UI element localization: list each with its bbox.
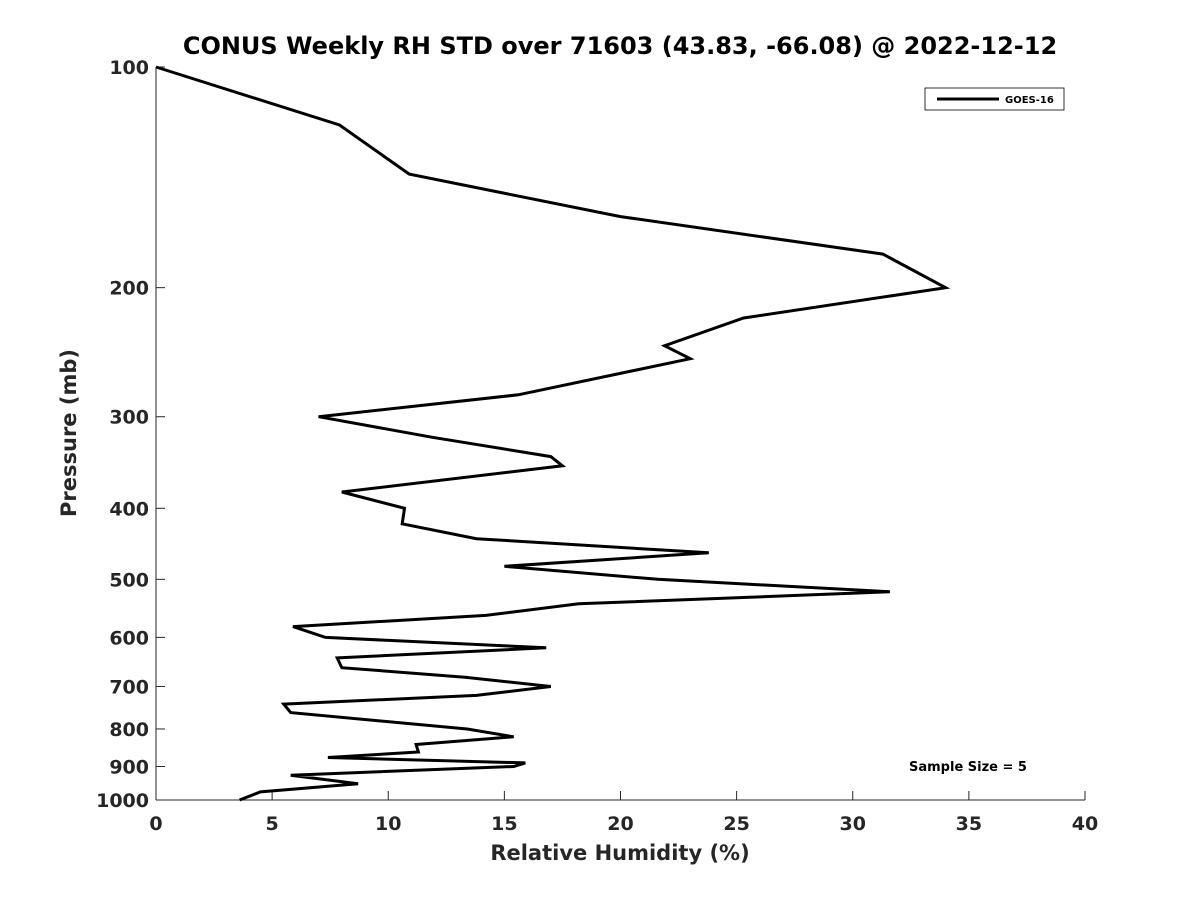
- series-line-goes-16: [155, 65, 951, 802]
- x-tick-label: 15: [491, 813, 517, 835]
- axes: [155, 67, 1085, 801]
- y-tick-label: 900: [109, 756, 149, 778]
- chart-title: CONUS Weekly RH STD over 71603 (43.83, -…: [183, 32, 1057, 60]
- y-tick-label: 1000: [96, 790, 149, 812]
- x-axis-label: Relative Humidity (%): [490, 841, 749, 865]
- x-tick-label: 5: [266, 813, 279, 835]
- legend: GOES-16: [924, 87, 1065, 111]
- sample-size-annotation: Sample Size = 5: [909, 760, 1027, 775]
- series-group: [155, 65, 951, 802]
- y-tick-label: 200: [109, 278, 149, 300]
- ticks: 0 5 10 15 20 25 30 35 40 100 200 300 400 500 600 700 800…: [96, 57, 1098, 835]
- x-tick-label: 35: [956, 813, 982, 835]
- x-tick-label: 25: [723, 813, 749, 835]
- x-tick-label: 10: [375, 813, 401, 835]
- x-tick-label: 20: [607, 813, 633, 835]
- y-tick-label: 300: [109, 407, 149, 429]
- legend-entry-goes-16: GOES-16: [1005, 95, 1054, 106]
- x-tick-label: 40: [1072, 813, 1098, 835]
- y-tick-label: 400: [109, 498, 149, 520]
- y-tick-label: 100: [109, 57, 149, 79]
- x-tick-label: 30: [840, 813, 866, 835]
- y-tick-label: 700: [109, 676, 149, 698]
- y-tick-label: 600: [109, 627, 149, 649]
- y-tick-label: 500: [109, 569, 149, 591]
- x-tick-label: 0: [149, 813, 162, 835]
- y-tick-label: 800: [109, 719, 149, 741]
- y-axis-label: Pressure (mb): [57, 349, 81, 517]
